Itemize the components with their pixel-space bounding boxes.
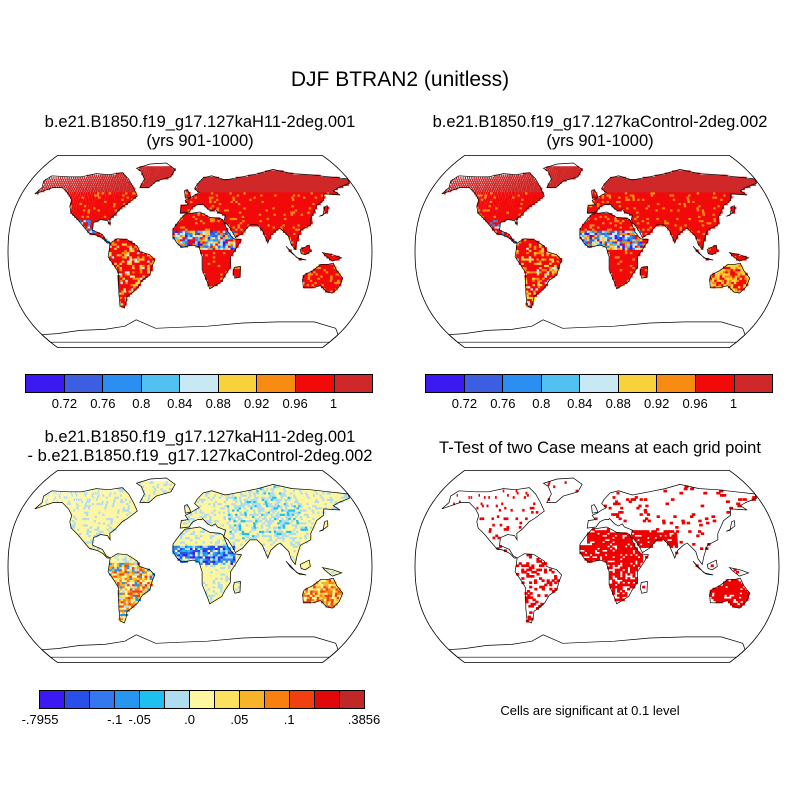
colorbar-tick-label: 0.76 <box>490 396 516 411</box>
map-panel-control <box>414 155 780 348</box>
colorbar-control-swatch <box>695 375 735 392</box>
colorbar-difference-swatch <box>215 691 240 708</box>
colorbar-difference-swatch <box>290 691 315 708</box>
colorbar-tick-label: 0.88 <box>205 396 231 411</box>
colorbar-difference-swatch <box>240 691 265 708</box>
colorbar-tick-label: -.7955 <box>21 712 59 727</box>
map-control-cells <box>443 166 758 308</box>
map-difference-coastlines <box>34 477 350 658</box>
colorbar-tick-label: 1 <box>729 396 738 411</box>
colorbar-tick-label: 0.84 <box>567 396 593 411</box>
colorbar-tick-label: 0.84 <box>167 396 193 411</box>
colorbar-difference-swatch <box>40 691 65 708</box>
colorbar-h11-swatch <box>295 375 335 392</box>
colorbar-tick-label: -.05 <box>128 712 151 727</box>
colorbar-tick-label: 0.8 <box>532 396 551 411</box>
colorbar-difference <box>39 690 365 709</box>
colorbar-difference-swatch <box>115 691 140 708</box>
panel-subtitle-top-left: (yrs 901-1000) <box>146 132 254 150</box>
panel-title-bottom-left-line2: - b.e21.B1850.f19_g17.127kaControl-2deg.… <box>27 447 373 465</box>
colorbar-control-swatch <box>426 375 465 392</box>
colorbar-control <box>425 374 773 393</box>
colorbar-control-swatch <box>734 375 773 392</box>
colorbar-h11-swatch <box>180 375 219 392</box>
colorbar-control-swatch <box>580 375 619 392</box>
significance-note: Cells are significant at 0.1 level <box>500 703 680 718</box>
colorbar-tick-label: 0.88 <box>605 396 631 411</box>
colorbar-tick-label: 0.96 <box>282 396 308 411</box>
colorbar-difference-swatch <box>340 691 364 708</box>
colorbar-control-swatch <box>657 375 696 392</box>
colorbar-control-swatch <box>503 375 542 392</box>
panel-title-bottom-right: T-Test of two Case means at each grid po… <box>439 439 761 457</box>
colorbar-h11-swatch <box>257 375 296 392</box>
colorbar-h11-swatch <box>64 375 104 392</box>
colorbar-difference-swatch <box>90 691 115 708</box>
colorbar-tick-label: .3856 <box>347 712 381 727</box>
colorbar-h11-swatch <box>218 375 258 392</box>
colorbar-tick-label: 0.72 <box>51 396 78 411</box>
panel-subtitle-top-right: (yrs 901-1000) <box>546 132 654 150</box>
colorbar-difference-swatch <box>165 691 190 708</box>
colorbar-tick-label: -.1 <box>107 712 123 727</box>
colorbar-difference-swatch <box>265 691 290 708</box>
colorbar-tick-label: 0.92 <box>244 396 270 411</box>
map-panel-ttest <box>414 470 780 663</box>
page-title: DJF BTRAN2 (unitless) <box>290 68 510 91</box>
colorbar-difference-swatch <box>315 691 340 708</box>
panel-title-bottom-left-line1: b.e21.B1850.f19_g17.127kaH11-2deg.001 <box>44 428 356 446</box>
colorbar-tick-label: 1 <box>329 396 338 411</box>
colorbar-tick-label: 0.8 <box>132 396 151 411</box>
colorbar-tick-label: 0.92 <box>644 396 670 411</box>
colorbar-h11-swatch <box>26 375 65 392</box>
map-control-coastlines <box>441 162 757 343</box>
colorbar-tick-label: .0 <box>184 712 195 727</box>
colorbar-tick-label: .1 <box>283 712 295 727</box>
colorbar-tick-label: .05 <box>230 712 249 727</box>
colorbar-control-swatch <box>618 375 658 392</box>
colorbar-tick-label: 0.72 <box>451 396 478 411</box>
colorbar-tick-label: 0.96 <box>682 396 708 411</box>
colorbar-difference-swatch <box>65 691 90 708</box>
colorbar-h11-swatch <box>141 375 181 392</box>
map-panel-difference <box>7 470 373 663</box>
colorbar-tick-label: 0.76 <box>90 396 116 411</box>
panel-title-top-right: b.e21.B1850.f19_g17.127kaControl-2deg.00… <box>432 113 768 131</box>
map-difference-cells <box>36 481 351 623</box>
colorbar-difference-swatch <box>140 691 165 708</box>
colorbar-difference-swatch <box>190 691 215 708</box>
colorbar-control-swatch <box>464 375 504 392</box>
map-panel-h11 <box>7 155 373 348</box>
colorbar-h11-swatch <box>334 375 373 392</box>
panel-title-top-left: b.e21.B1850.f19_g17.127kaH11-2deg.001 <box>44 113 356 131</box>
colorbar-h11 <box>25 374 373 393</box>
colorbar-control-swatch <box>541 375 581 392</box>
colorbar-h11-swatch <box>103 375 142 392</box>
